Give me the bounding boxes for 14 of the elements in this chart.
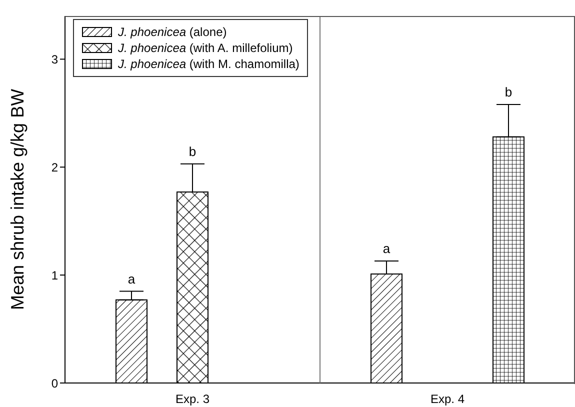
data-label: b	[504, 84, 512, 100]
y-tick-label: 2	[51, 160, 58, 174]
y-tick-label: 0	[51, 376, 58, 390]
legend-label: J. phoenicea (with M. chamomilla)	[118, 56, 300, 72]
data-label: a	[128, 271, 136, 286]
y-tick-label: 3	[51, 52, 58, 66]
legend-label: J. phoenicea (alone)	[118, 24, 227, 40]
y-axis-title: Mean shrub intake g/kg BW	[7, 88, 28, 310]
legend-label: J. phoenicea (with A. millefolium)	[118, 40, 293, 56]
y-tick-label: 1	[51, 268, 58, 282]
data-label: b	[188, 144, 196, 159]
x-tick-label: Exp. 3	[175, 392, 210, 406]
x-tick-label: Exp. 4	[430, 392, 465, 406]
data-label: a	[382, 241, 391, 256]
